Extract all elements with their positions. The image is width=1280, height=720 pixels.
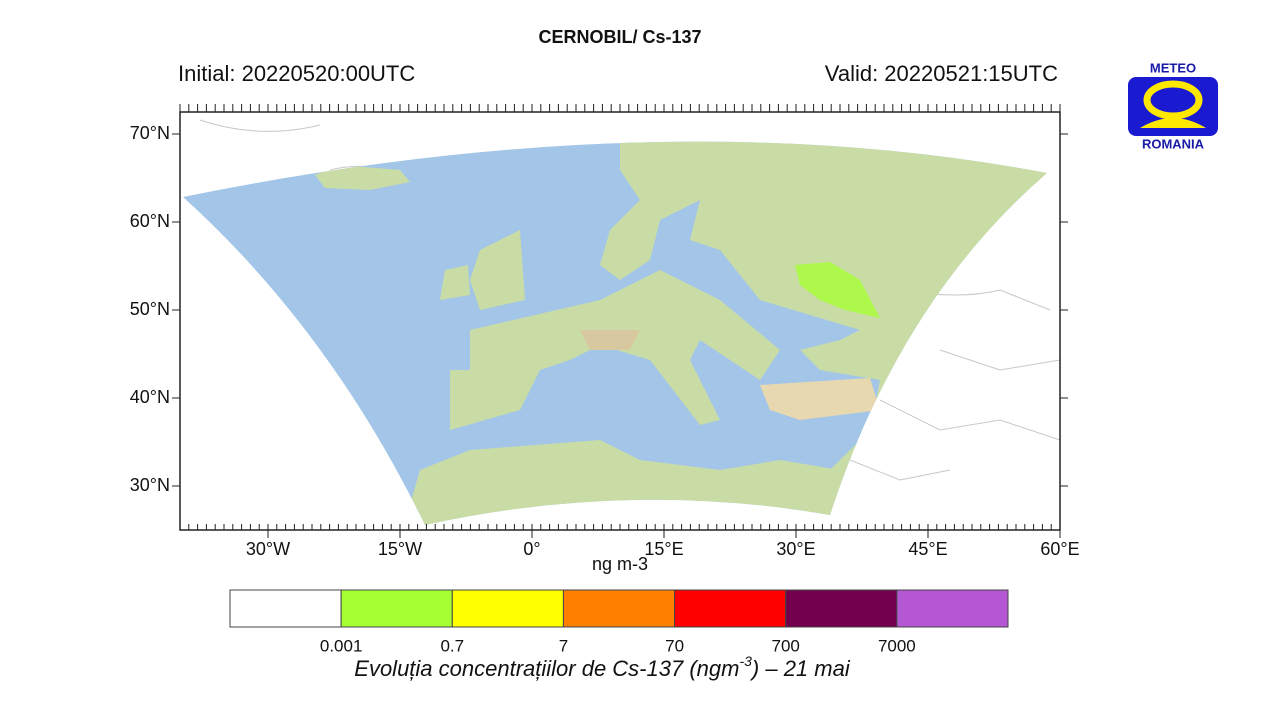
title: CERNOBIL/ Cs-137 xyxy=(538,27,701,47)
colorbar: 0.001 0.7 7 70 700 7000 xyxy=(229,589,1009,655)
color-box xyxy=(229,589,342,628)
lon-label: 30°W xyxy=(246,539,290,559)
lon-label: 60°E xyxy=(1040,539,1079,559)
lat-label: 60°N xyxy=(130,211,170,231)
lat-label: 40°N xyxy=(130,387,170,407)
border-lines xyxy=(849,289,1060,481)
colorbar-label: 0.7 xyxy=(440,636,464,655)
logo-top: METEO xyxy=(1150,60,1196,75)
color-box xyxy=(562,589,676,628)
valid-time: Valid: 20220521:15UTC xyxy=(825,61,1058,86)
colorbar-label: 7 xyxy=(559,636,568,655)
lat-label: 70°N xyxy=(130,123,170,143)
caption-text: ) – 21 mai xyxy=(749,656,851,681)
turkey xyxy=(760,378,880,420)
colorbar-label: 700 xyxy=(772,636,800,655)
lon-label: 0° xyxy=(523,539,540,559)
frame-ticks xyxy=(172,104,1068,538)
logo: METEO ROMANIA xyxy=(1128,60,1218,151)
western-europe xyxy=(450,270,780,430)
axis-labels: 70°N 60°N 50°N 40°N 30°N 30°W 15°W 0° 15°E 30°E 45… xyxy=(130,123,1080,559)
colorbar-label: 0.001 xyxy=(320,636,363,655)
lon-label: 45°E xyxy=(908,539,947,559)
ireland xyxy=(440,265,470,300)
color-box xyxy=(451,589,564,628)
colorbar-label: 70 xyxy=(665,636,684,655)
color-box xyxy=(340,589,453,628)
caption: Evoluția concentrațiilor de Cs-137 (ngm-… xyxy=(354,653,851,681)
lat-label: 50°N xyxy=(130,299,170,319)
contamination xyxy=(795,262,880,318)
color-box xyxy=(674,589,787,628)
logo-bottom: ROMANIA xyxy=(1142,136,1205,151)
colorbar-unit: ng m-3 xyxy=(592,554,648,574)
logo-base xyxy=(1140,118,1206,128)
britain xyxy=(470,230,525,310)
lon-label: 15°W xyxy=(378,539,422,559)
alps xyxy=(580,330,640,350)
color-box xyxy=(896,589,1009,628)
colorbar-label: 7000 xyxy=(878,636,916,655)
color-box xyxy=(785,589,898,628)
caption-superscript: -3 xyxy=(739,653,752,669)
iceland xyxy=(315,165,410,190)
initial-time: Initial: 20220520:00UTC xyxy=(178,61,415,86)
map xyxy=(183,119,1060,525)
lon-label: 30°E xyxy=(776,539,815,559)
logo-ring xyxy=(1143,80,1203,120)
lat-label: 30°N xyxy=(130,475,170,495)
caption-text: Evoluția concentrațiilor de Cs-137 (ngm xyxy=(354,656,739,681)
lon-label: 15°E xyxy=(644,539,683,559)
